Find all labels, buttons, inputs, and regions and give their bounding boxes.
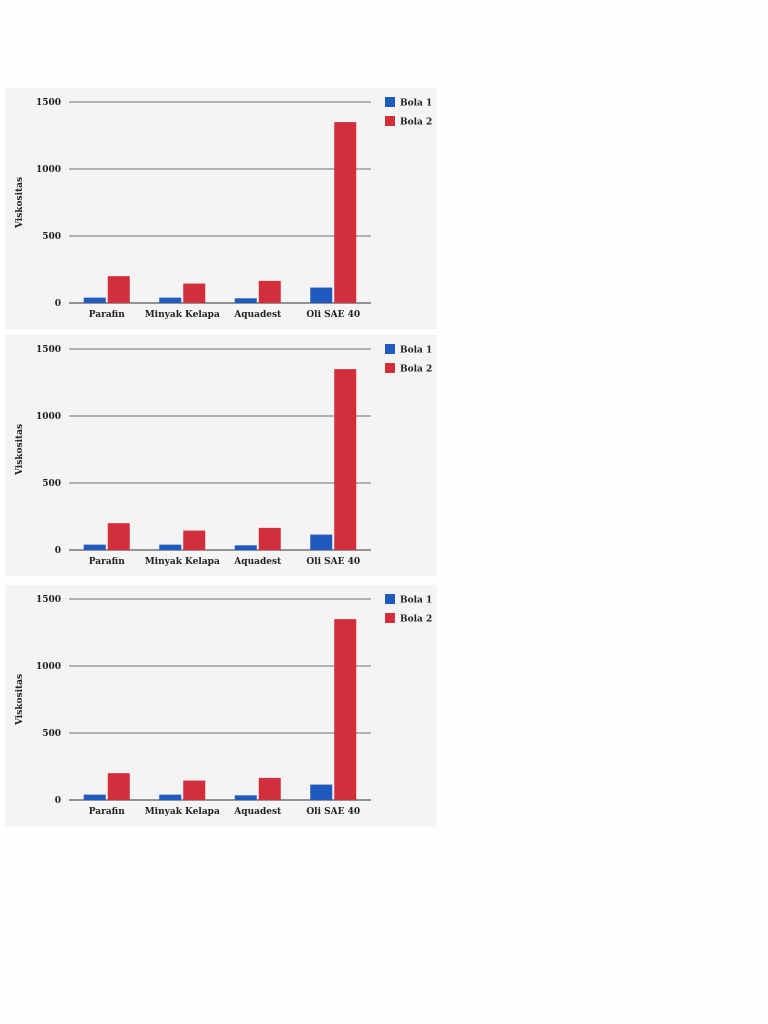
y-tick-label: 1500: [36, 595, 61, 605]
bar-bola-1-aquadest: [234, 298, 257, 303]
x-category-label: Parafin: [89, 557, 125, 567]
chart-panel-2: 0 500 1000 1500 Viskositas Parafin Minyak Kela…: [5, 335, 437, 576]
y-tick-label: 1500: [36, 98, 61, 108]
bar-chart-2: 0 500 1000 1500 Viskositas Parafin Minyak Kela…: [15, 344, 432, 567]
legend-swatch-2: [385, 363, 395, 373]
x-category-label: Aquadest: [233, 807, 282, 817]
legend-swatch-1: [385, 594, 395, 604]
x-category-label: Minyak Kelapa: [145, 310, 220, 320]
bar-bola-1-parafin: [83, 544, 106, 550]
bar-chart-3: 0 500 1000 1500 Viskositas Parafin Minyak Kela…: [15, 594, 432, 817]
x-category-label: Oli SAE 40: [306, 310, 360, 320]
y-tick-label: 0: [55, 299, 61, 309]
bar-bola-1-minyak-kelapa: [159, 544, 182, 550]
chart-panel-3: 0 500 1000 1500 Viskositas Parafin Minyak Kela…: [5, 585, 437, 827]
bar-bola-2-parafin: [107, 773, 130, 800]
y-tick-label: 1000: [36, 165, 61, 175]
y-axis-label: Viskositas: [15, 424, 25, 476]
bar-bola-1-aquadest: [234, 545, 257, 550]
y-tick-label: 500: [42, 232, 61, 242]
x-category-label: Aquadest: [233, 557, 282, 567]
bar-bola-1-oli-sae-40: [310, 784, 333, 800]
x-category-label: Parafin: [89, 807, 125, 817]
bar-bola-1-parafin: [83, 794, 106, 800]
y-axis-label: Viskositas: [15, 177, 25, 229]
legend-swatch-2: [385, 613, 395, 623]
x-category-label: Aquadest: [233, 310, 282, 320]
y-tick-label: 0: [55, 796, 61, 806]
bar-bola-2-oli-sae-40: [334, 122, 357, 303]
legend-swatch-1: [385, 344, 395, 354]
chart-panel-1: 0 500 1000 1500 Viskositas Parafin Minyak Kela…: [5, 88, 437, 329]
bar-bola-2-minyak-kelapa: [183, 530, 206, 550]
x-category-label: Oli SAE 40: [306, 557, 360, 567]
bar-bola-1-parafin: [83, 297, 106, 303]
bar-bola-2-aquadest: [258, 527, 281, 550]
bar-bola-1-aquadest: [234, 795, 257, 800]
legend-label-1: Bola 1: [400, 596, 432, 606]
x-category-label: Parafin: [89, 310, 125, 320]
bar-bola-1-minyak-kelapa: [159, 794, 182, 800]
y-tick-label: 0: [55, 546, 61, 556]
legend-swatch-1: [385, 97, 395, 107]
y-axis-label: Viskositas: [15, 674, 25, 726]
bar-bola-2-oli-sae-40: [334, 369, 357, 550]
x-category-label: Oli SAE 40: [306, 807, 360, 817]
bar-bola-2-aquadest: [258, 280, 281, 303]
bar-chart-1: 0 500 1000 1500 Viskositas Parafin Minyak Kela…: [15, 97, 432, 320]
y-tick-label: 1500: [36, 345, 61, 355]
legend-label-1: Bola 1: [400, 346, 432, 356]
bar-bola-1-oli-sae-40: [310, 287, 333, 303]
bar-bola-2-minyak-kelapa: [183, 780, 206, 800]
bar-bola-2-minyak-kelapa: [183, 283, 206, 303]
bar-bola-2-parafin: [107, 523, 130, 550]
legend-label-2: Bola 2: [400, 118, 432, 128]
y-tick-label: 500: [42, 479, 61, 489]
bar-bola-2-oli-sae-40: [334, 619, 357, 800]
x-category-label: Minyak Kelapa: [145, 557, 220, 567]
bar-bola-1-minyak-kelapa: [159, 297, 182, 303]
x-category-label: Minyak Kelapa: [145, 807, 220, 817]
bar-bola-2-aquadest: [258, 777, 281, 800]
y-tick-label: 500: [42, 729, 61, 739]
legend-label-2: Bola 2: [400, 365, 432, 375]
y-tick-label: 1000: [36, 662, 61, 672]
legend-swatch-2: [385, 116, 395, 126]
legend-label-1: Bola 1: [400, 99, 432, 109]
bar-bola-1-oli-sae-40: [310, 534, 333, 550]
bar-bola-2-parafin: [107, 276, 130, 303]
y-tick-label: 1000: [36, 412, 61, 422]
legend-label-2: Bola 2: [400, 615, 432, 625]
